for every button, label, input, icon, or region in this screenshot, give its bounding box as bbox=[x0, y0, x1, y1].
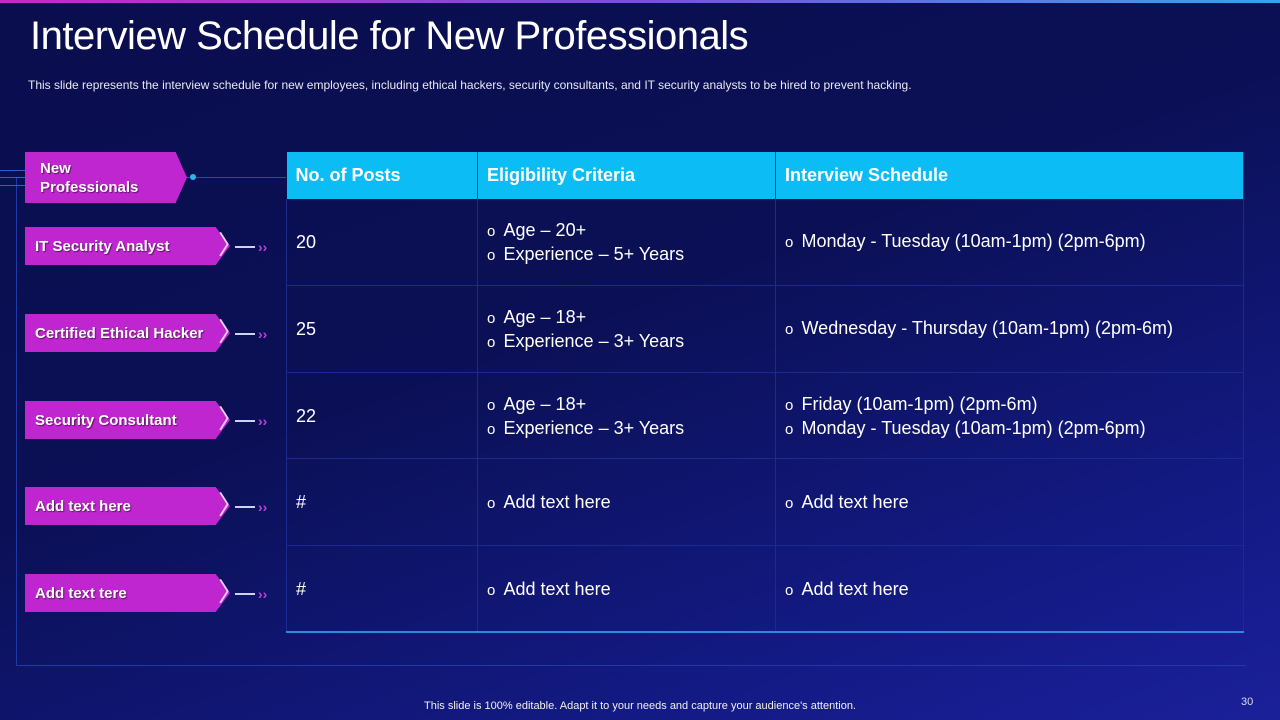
role-tag: Add text tere bbox=[25, 574, 230, 612]
table-row: # Add text here Add text here bbox=[286, 458, 1244, 546]
table-row: 20 Age – 20+Experience – 5+ Years Monday… bbox=[286, 199, 1244, 287]
connector-line bbox=[186, 177, 286, 178]
arrow-icon: ›› bbox=[235, 326, 267, 342]
schedule-item: Wednesday - Thursday (10am-1pm) (2pm-6m) bbox=[785, 317, 1243, 341]
arrow-icon: ›› bbox=[235, 239, 267, 255]
chevron-right-icon: 〉 bbox=[218, 577, 245, 607]
posts-cell: 20 bbox=[286, 199, 478, 287]
schedule-cell: Wednesday - Thursday (10am-1pm) (2pm-6m) bbox=[775, 285, 1244, 373]
schedule-item: Add text here bbox=[785, 578, 1243, 602]
schedule-item: Monday - Tuesday (10am-1pm) (2pm-6pm) bbox=[785, 417, 1243, 441]
footer-text: This slide is 100% editable. Adapt it to… bbox=[424, 700, 856, 712]
criteria-item: Age – 18+ bbox=[487, 393, 775, 417]
page-subtitle: This slide represents the interview sche… bbox=[28, 78, 912, 92]
top-accent-bar bbox=[0, 0, 1280, 3]
criteria-cell: Add text here bbox=[477, 545, 776, 633]
role-tag: Security Consultant bbox=[25, 401, 230, 439]
chevron-right-icon: 〉 bbox=[218, 404, 245, 434]
role-tag: Certified Ethical Hacker bbox=[25, 314, 230, 352]
posts-cell: 25 bbox=[286, 285, 478, 373]
posts-cell: 22 bbox=[286, 372, 478, 460]
schedule-item: Friday (10am-1pm) (2pm-6m) bbox=[785, 393, 1243, 417]
criteria-cell: Add text here bbox=[477, 458, 776, 546]
table-row: # Add text here Add text here bbox=[286, 545, 1244, 633]
criteria-item: Age – 18+ bbox=[487, 306, 775, 330]
header-posts: No. of Posts bbox=[286, 152, 478, 199]
criteria-item: Add text here bbox=[487, 491, 775, 515]
schedule-cell: Add text here bbox=[775, 545, 1244, 633]
table-row: 25 Age – 18+Experience – 3+ Years Wednes… bbox=[286, 285, 1244, 373]
criteria-cell: Age – 18+Experience – 3+ Years bbox=[477, 285, 776, 373]
posts-cell: # bbox=[286, 458, 478, 546]
criteria-item: Experience – 3+ Years bbox=[487, 417, 775, 441]
frame-line-vertical bbox=[16, 178, 17, 665]
new-professionals-tag: New Professionals bbox=[25, 152, 187, 203]
arrow-icon: ›› bbox=[235, 499, 267, 515]
schedule-cell: Monday - Tuesday (10am-1pm) (2pm-6pm) bbox=[775, 199, 1244, 287]
role-tag: IT Security Analyst bbox=[25, 227, 230, 265]
criteria-cell: Age – 18+Experience – 3+ Years bbox=[477, 372, 776, 460]
schedule-item: Monday - Tuesday (10am-1pm) (2pm-6pm) bbox=[785, 230, 1243, 254]
page-number: 30 bbox=[1241, 696, 1254, 708]
schedule-cell: Add text here bbox=[775, 458, 1244, 546]
schedule-cell: Friday (10am-1pm) (2pm-6m)Monday - Tuesd… bbox=[775, 372, 1244, 460]
chevron-right-icon: 〉 bbox=[218, 490, 245, 520]
header-schedule: Interview Schedule bbox=[775, 152, 1244, 199]
criteria-cell: Age – 20+Experience – 5+ Years bbox=[477, 199, 776, 287]
connector-dot-icon bbox=[190, 174, 196, 180]
criteria-item: Experience – 5+ Years bbox=[487, 243, 775, 267]
role-tag: Add text here bbox=[25, 487, 230, 525]
header-criteria: Eligibility Criteria bbox=[477, 152, 776, 199]
schedule-table: No. of Posts Eligibility Criteria Interv… bbox=[286, 152, 1244, 633]
schedule-item: Add text here bbox=[785, 491, 1243, 515]
chevron-right-icon: 〉 bbox=[218, 230, 245, 260]
criteria-item: Add text here bbox=[487, 578, 775, 602]
chevron-right-icon: 〉 bbox=[218, 317, 245, 347]
criteria-item: Experience – 3+ Years bbox=[487, 330, 775, 354]
decorative-lines bbox=[0, 170, 25, 186]
posts-cell: # bbox=[286, 545, 478, 633]
table-row: 22 Age – 18+Experience – 3+ Years Friday… bbox=[286, 372, 1244, 460]
arrow-icon: ›› bbox=[235, 586, 267, 602]
page-title: Interview Schedule for New Professionals bbox=[30, 14, 749, 58]
arrow-icon: ›› bbox=[235, 413, 267, 429]
criteria-item: Age – 20+ bbox=[487, 219, 775, 243]
frame-line-horizontal bbox=[16, 665, 1246, 666]
